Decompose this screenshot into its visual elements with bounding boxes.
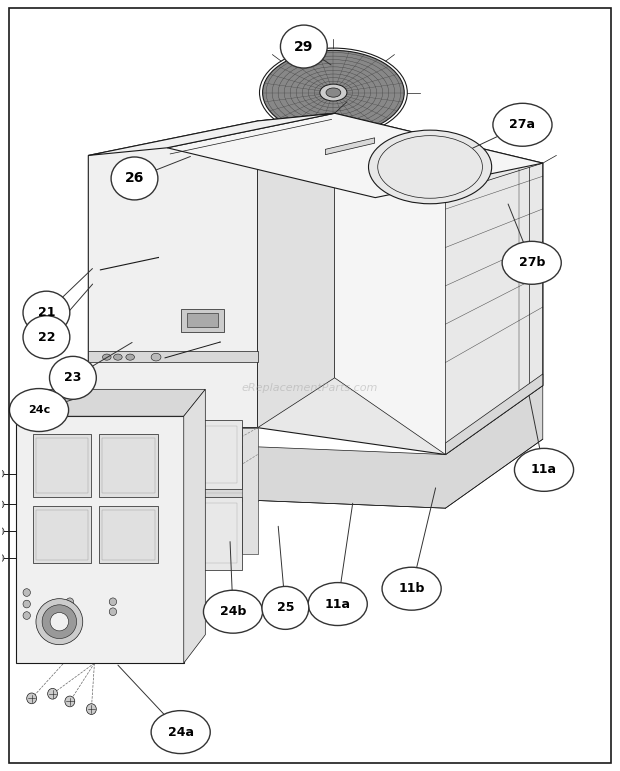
Ellipse shape [48, 689, 58, 699]
Ellipse shape [515, 449, 574, 491]
Ellipse shape [111, 157, 158, 200]
Ellipse shape [23, 589, 30, 597]
Text: 27b: 27b [518, 256, 545, 269]
Ellipse shape [203, 591, 263, 633]
Ellipse shape [0, 470, 4, 477]
Text: 26: 26 [125, 171, 144, 186]
Polygon shape [242, 428, 258, 554]
Polygon shape [33, 434, 91, 497]
Polygon shape [88, 351, 258, 362]
Text: eReplacementParts.com: eReplacementParts.com [242, 382, 378, 392]
Ellipse shape [86, 704, 96, 715]
Ellipse shape [42, 604, 77, 638]
Ellipse shape [502, 241, 561, 284]
Ellipse shape [262, 587, 309, 629]
Ellipse shape [368, 130, 492, 204]
Ellipse shape [113, 354, 122, 360]
Ellipse shape [151, 353, 161, 361]
Ellipse shape [151, 711, 210, 753]
Ellipse shape [326, 88, 341, 97]
Polygon shape [446, 163, 542, 455]
Text: 25: 25 [277, 601, 294, 614]
Ellipse shape [308, 583, 367, 625]
Polygon shape [184, 420, 242, 489]
Polygon shape [335, 148, 446, 455]
Polygon shape [184, 389, 205, 663]
Text: 11b: 11b [399, 582, 425, 595]
Polygon shape [16, 416, 184, 663]
Ellipse shape [280, 25, 327, 68]
Polygon shape [33, 506, 91, 564]
Polygon shape [446, 374, 542, 455]
Ellipse shape [0, 554, 4, 562]
Ellipse shape [382, 567, 441, 610]
Ellipse shape [109, 608, 117, 615]
Text: 23: 23 [64, 372, 82, 384]
Text: 11a: 11a [325, 598, 351, 611]
Polygon shape [258, 113, 542, 455]
Polygon shape [326, 138, 374, 155]
Ellipse shape [66, 608, 74, 615]
Ellipse shape [23, 315, 70, 359]
Ellipse shape [493, 103, 552, 146]
Polygon shape [16, 389, 205, 416]
Ellipse shape [65, 696, 75, 707]
Polygon shape [180, 309, 224, 332]
Ellipse shape [263, 50, 404, 135]
Ellipse shape [23, 291, 70, 334]
Ellipse shape [109, 598, 117, 605]
Polygon shape [187, 314, 218, 327]
Ellipse shape [50, 612, 69, 631]
Ellipse shape [27, 693, 37, 704]
Text: 24a: 24a [167, 726, 193, 739]
Text: 22: 22 [38, 331, 55, 344]
Ellipse shape [320, 84, 347, 101]
Polygon shape [88, 386, 542, 508]
Ellipse shape [126, 354, 135, 360]
Ellipse shape [50, 356, 96, 399]
Ellipse shape [0, 500, 4, 508]
Polygon shape [99, 506, 158, 564]
Polygon shape [258, 113, 335, 428]
Ellipse shape [9, 389, 69, 432]
Ellipse shape [23, 600, 30, 608]
Ellipse shape [36, 598, 82, 645]
Polygon shape [167, 113, 542, 197]
Text: 27a: 27a [510, 118, 536, 131]
Polygon shape [99, 434, 158, 497]
Polygon shape [88, 113, 335, 156]
Polygon shape [88, 121, 258, 428]
Text: 11a: 11a [531, 463, 557, 476]
Ellipse shape [102, 354, 111, 360]
Ellipse shape [23, 611, 30, 619]
Ellipse shape [0, 527, 4, 535]
Text: 24b: 24b [220, 605, 246, 618]
Text: 29: 29 [294, 39, 314, 53]
Text: 24c: 24c [28, 405, 50, 415]
Text: 21: 21 [38, 306, 55, 319]
Ellipse shape [66, 598, 74, 605]
Polygon shape [184, 497, 242, 570]
